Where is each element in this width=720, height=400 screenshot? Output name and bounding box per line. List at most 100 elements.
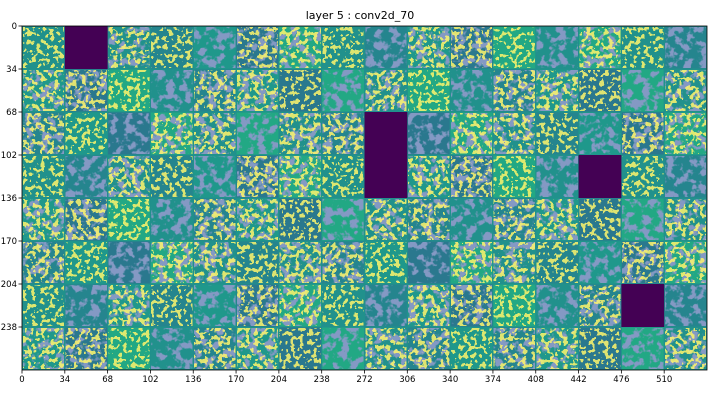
channel-tile xyxy=(108,241,150,284)
channel-tile xyxy=(621,112,664,155)
activation-texture xyxy=(194,285,236,326)
channel-tile xyxy=(621,241,664,284)
activation-texture xyxy=(665,285,706,326)
activation-highlights xyxy=(451,113,492,154)
y-axis: 0 34 68 102 136 170 204 238 xyxy=(1,22,22,333)
channel-tile xyxy=(664,241,707,284)
channel-tile xyxy=(279,241,322,284)
channel-tile xyxy=(579,69,621,112)
activation-highlights xyxy=(408,70,450,111)
activation-highlights xyxy=(451,328,492,369)
channel-tile xyxy=(450,69,493,112)
channel-tile xyxy=(536,284,579,327)
channel-tile xyxy=(407,69,450,112)
activation-highlights xyxy=(408,156,450,197)
channel-tile xyxy=(22,241,65,284)
activation-highlights xyxy=(322,242,364,283)
channel-tile xyxy=(407,112,450,155)
channel-tile xyxy=(150,327,193,370)
channel-tile xyxy=(407,198,450,241)
channel-tile xyxy=(493,241,536,284)
activation-texture xyxy=(108,242,150,283)
channel-tile xyxy=(193,155,236,198)
dead-channel xyxy=(621,284,665,327)
channel-tile xyxy=(322,327,364,370)
channel-tile xyxy=(364,112,408,155)
activation-highlights xyxy=(237,285,278,326)
channel-tile xyxy=(22,327,65,370)
channel-tile xyxy=(536,69,579,112)
channel-tile xyxy=(579,241,621,284)
activation-texture xyxy=(451,70,492,111)
activation-texture xyxy=(451,199,492,240)
activation-highlights xyxy=(237,156,278,197)
channel-tile xyxy=(365,327,407,370)
activation-highlights xyxy=(579,285,621,326)
channel-tile xyxy=(236,26,279,69)
x-tick-label: 170 xyxy=(228,375,244,385)
channel-tile xyxy=(407,241,450,284)
channel-tile xyxy=(407,327,450,370)
activation-highlights xyxy=(493,328,535,369)
activation-highlights xyxy=(579,27,621,68)
channel-tile xyxy=(664,327,707,370)
activation-highlights xyxy=(23,328,64,369)
channel-tile xyxy=(22,26,65,69)
channel-tile xyxy=(193,284,236,327)
channel-tile xyxy=(664,26,707,69)
channel-tile xyxy=(664,69,707,112)
activation-highlights xyxy=(279,27,321,68)
channel-tile xyxy=(236,327,279,370)
channel-tile xyxy=(150,112,193,155)
activation-highlights xyxy=(536,328,578,369)
channel-tile xyxy=(150,155,193,198)
activation-highlights xyxy=(536,199,578,240)
channel-tile xyxy=(279,198,322,241)
activation-highlights xyxy=(194,199,236,240)
channel-tile xyxy=(407,284,450,327)
channel-tile xyxy=(621,198,664,241)
channel-tile xyxy=(493,198,536,241)
x-tick-label: 102 xyxy=(142,375,158,385)
channel-tile xyxy=(236,198,279,241)
channel-tile xyxy=(579,112,621,155)
activation-highlights xyxy=(108,285,150,326)
x-tick-label: 34 xyxy=(59,375,70,385)
channel-tile xyxy=(108,69,150,112)
activation-texture xyxy=(194,156,236,197)
x-tick-label: 476 xyxy=(613,375,629,385)
activation-highlights xyxy=(536,113,578,154)
activation-highlights xyxy=(151,27,193,68)
channel-tile xyxy=(493,26,536,69)
channel-tile xyxy=(193,241,236,284)
channel-tile xyxy=(279,284,322,327)
channel-tile xyxy=(664,112,707,155)
channel-tile xyxy=(664,155,707,198)
activation-highlights xyxy=(622,242,664,283)
channel-tile xyxy=(279,69,322,112)
activation-highlights xyxy=(451,156,492,197)
channel-tile xyxy=(322,69,364,112)
activation-texture xyxy=(194,27,236,68)
activation-highlights xyxy=(151,285,193,326)
channel-tile xyxy=(108,26,150,69)
channel-tile xyxy=(108,112,150,155)
activation-highlights xyxy=(108,156,150,197)
channel-tile xyxy=(236,284,279,327)
activation-highlights xyxy=(493,285,535,326)
activation-highlights xyxy=(279,113,321,154)
activation-highlights xyxy=(151,242,193,283)
y-tick-label: 102 xyxy=(1,151,17,161)
activation-texture xyxy=(536,27,578,68)
channel-tile xyxy=(65,198,108,241)
channel-tile xyxy=(193,112,236,155)
channel-tile xyxy=(450,112,493,155)
activation-highlights xyxy=(279,156,321,197)
channel-tile xyxy=(22,112,65,155)
channel-tile xyxy=(579,327,621,370)
x-tick-label: 238 xyxy=(314,375,330,385)
activation-texture xyxy=(622,70,664,111)
channel-tile xyxy=(322,241,364,284)
activation-texture xyxy=(65,156,107,197)
